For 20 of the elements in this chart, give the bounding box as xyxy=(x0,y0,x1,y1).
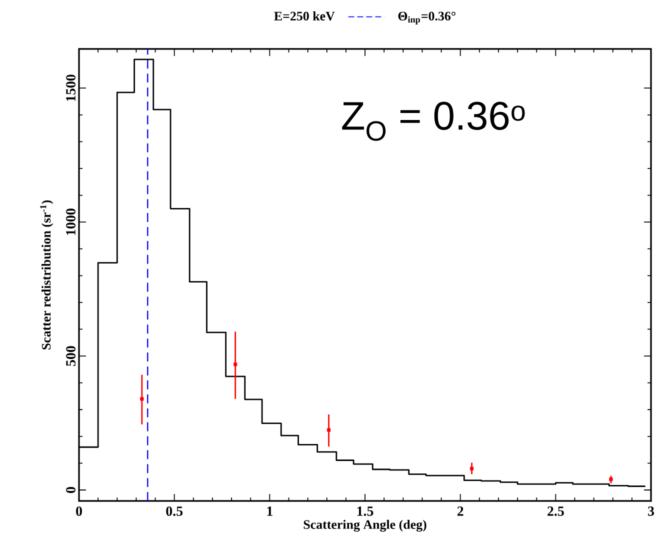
chart-title: E=250 keV xyxy=(274,11,335,21)
point xyxy=(470,466,474,470)
y-axis-title: Scatter redistribution (sr$^{-1}$) xyxy=(40,200,54,350)
point xyxy=(234,362,238,366)
x-tick-label: 2.5 xyxy=(548,506,564,516)
point xyxy=(326,428,331,432)
x-tick-label: 2 xyxy=(457,506,464,516)
y-tick-label: 0 xyxy=(66,487,76,493)
x-tick-label: 1 xyxy=(267,506,272,516)
x-tick-label: 3 xyxy=(648,506,654,516)
x-axis-title: Scattering Angle (deg) xyxy=(304,520,426,532)
y-tick-label: 1500 xyxy=(66,74,76,101)
y-tick-label: 1000 xyxy=(66,208,76,235)
legend-label: Θ$_{inp}$=0.36° xyxy=(398,12,456,24)
x-tick-label: 0 xyxy=(76,506,82,516)
x-tick-label: 0.5 xyxy=(166,506,183,516)
x-tick-label: 1.5 xyxy=(357,506,374,516)
annotation: Z$_{O}$ = 0.36$^{o}$ xyxy=(342,102,525,141)
point xyxy=(140,397,144,401)
y-tick-label: 500 xyxy=(66,346,76,366)
